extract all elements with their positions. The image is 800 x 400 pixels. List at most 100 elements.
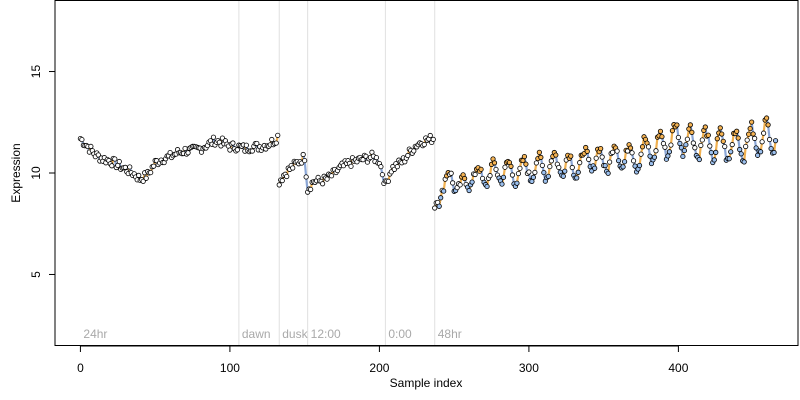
data-point bbox=[687, 122, 693, 128]
data-point bbox=[405, 152, 411, 159]
data-point bbox=[308, 186, 314, 193]
data-point bbox=[284, 173, 290, 180]
data-point bbox=[484, 183, 490, 190]
data-point bbox=[269, 136, 275, 143]
data-point bbox=[638, 151, 644, 157]
data-point bbox=[675, 134, 682, 141]
data-point bbox=[88, 143, 94, 150]
data-point bbox=[735, 135, 741, 141]
data-point bbox=[605, 170, 611, 176]
x-tick-label: 300 bbox=[519, 361, 539, 375]
data-point bbox=[122, 164, 128, 170]
segment-separators bbox=[238, 0, 436, 346]
data-point bbox=[722, 143, 728, 150]
segment-label: dawn bbox=[242, 327, 271, 341]
data-point bbox=[466, 187, 472, 194]
data-point bbox=[167, 150, 173, 156]
segment-label: 24hr bbox=[83, 327, 107, 341]
data-point bbox=[562, 168, 568, 174]
data-point bbox=[328, 173, 335, 179]
data-point bbox=[508, 163, 514, 169]
data-point bbox=[680, 153, 686, 160]
data-point bbox=[651, 154, 658, 160]
data-point bbox=[764, 115, 770, 121]
data-point bbox=[599, 154, 605, 160]
data-point bbox=[536, 149, 542, 155]
data-point bbox=[750, 131, 756, 137]
data-point bbox=[657, 128, 664, 134]
data-point bbox=[747, 125, 753, 132]
data-point bbox=[502, 164, 508, 170]
data-point bbox=[553, 152, 559, 158]
data-point bbox=[275, 132, 281, 138]
data-point bbox=[127, 164, 133, 170]
data-point bbox=[324, 176, 330, 182]
data-point bbox=[614, 148, 620, 154]
y-axis: 5 10 15 bbox=[29, 65, 56, 278]
data-point bbox=[276, 182, 282, 188]
data-point bbox=[109, 163, 115, 169]
data-point bbox=[526, 169, 532, 175]
data-point bbox=[714, 136, 720, 142]
data-point bbox=[448, 170, 454, 176]
x-tick-label: 0 bbox=[77, 361, 84, 375]
segment-label: 48hr bbox=[438, 327, 462, 341]
data-point bbox=[472, 171, 478, 178]
data-point bbox=[696, 156, 702, 163]
data-point bbox=[699, 137, 705, 143]
data-point bbox=[755, 152, 761, 158]
data-point bbox=[741, 159, 747, 165]
data-point bbox=[708, 150, 714, 156]
data-point bbox=[545, 173, 551, 179]
data-point bbox=[746, 131, 752, 137]
data-point bbox=[636, 162, 643, 169]
data-point bbox=[744, 137, 750, 143]
data-point bbox=[469, 179, 475, 185]
data-point bbox=[765, 122, 771, 128]
data-point bbox=[243, 142, 249, 148]
data-point bbox=[523, 161, 529, 167]
data-point bbox=[711, 157, 717, 163]
data-point bbox=[627, 145, 634, 151]
data-point bbox=[752, 135, 758, 141]
data-point bbox=[378, 164, 384, 170]
data-point bbox=[662, 144, 668, 150]
data-point bbox=[620, 164, 626, 170]
data-point bbox=[290, 165, 296, 171]
data-point bbox=[720, 138, 726, 144]
data-point bbox=[738, 151, 744, 157]
data-point bbox=[607, 159, 613, 165]
data-point bbox=[771, 149, 777, 156]
data-point bbox=[499, 181, 505, 187]
data-point bbox=[533, 160, 539, 166]
data-point bbox=[379, 172, 385, 178]
data-point bbox=[210, 134, 217, 140]
data-point bbox=[478, 166, 484, 172]
data-point bbox=[698, 142, 704, 149]
data-point bbox=[521, 153, 528, 160]
data-point bbox=[719, 131, 725, 137]
data-point bbox=[227, 147, 233, 153]
data-point bbox=[584, 148, 590, 154]
data-point bbox=[683, 142, 689, 148]
data-point bbox=[517, 165, 523, 171]
data-point bbox=[112, 156, 118, 162]
data-point bbox=[515, 170, 522, 177]
data-point bbox=[593, 155, 599, 161]
data-point bbox=[541, 169, 547, 176]
data-point bbox=[717, 125, 723, 131]
data-point bbox=[548, 158, 554, 164]
data-point bbox=[319, 181, 326, 187]
data-point bbox=[385, 178, 391, 184]
data-point bbox=[432, 205, 438, 211]
data-point bbox=[300, 151, 306, 158]
data-point bbox=[302, 157, 308, 164]
data-point bbox=[514, 180, 520, 186]
y-tick-label: 10 bbox=[29, 166, 43, 180]
data-point bbox=[645, 144, 652, 150]
x-axis: 0 100 200 300 400 bbox=[77, 345, 689, 375]
data-point bbox=[530, 174, 536, 180]
data-point bbox=[702, 124, 708, 130]
